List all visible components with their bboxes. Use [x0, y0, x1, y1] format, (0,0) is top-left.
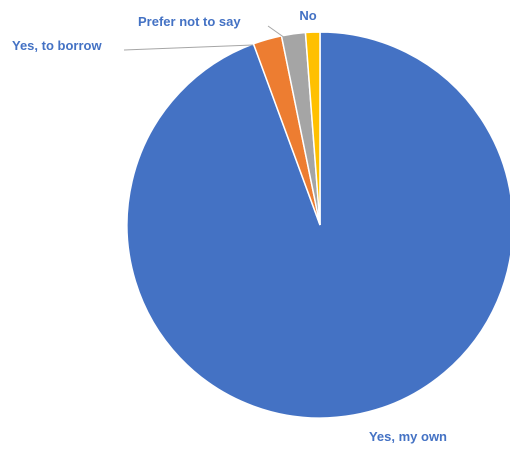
leader-line	[123, 44, 254, 51]
slice-label: No	[299, 8, 316, 23]
slice-label: Yes, my own	[369, 429, 447, 444]
slice-label: Prefer not to say	[138, 14, 241, 29]
leader-lines	[123, 25, 286, 51]
leader-line	[267, 25, 286, 39]
pie-slice-yes-my-own	[126, 31, 510, 419]
slice-label: Yes, to borrow	[12, 38, 102, 53]
slice-labels: Yes, my own Yes, to borrow Prefer not to s…	[12, 8, 447, 444]
pie-slice-no	[304, 31, 321, 226]
pie-slices	[126, 31, 510, 419]
